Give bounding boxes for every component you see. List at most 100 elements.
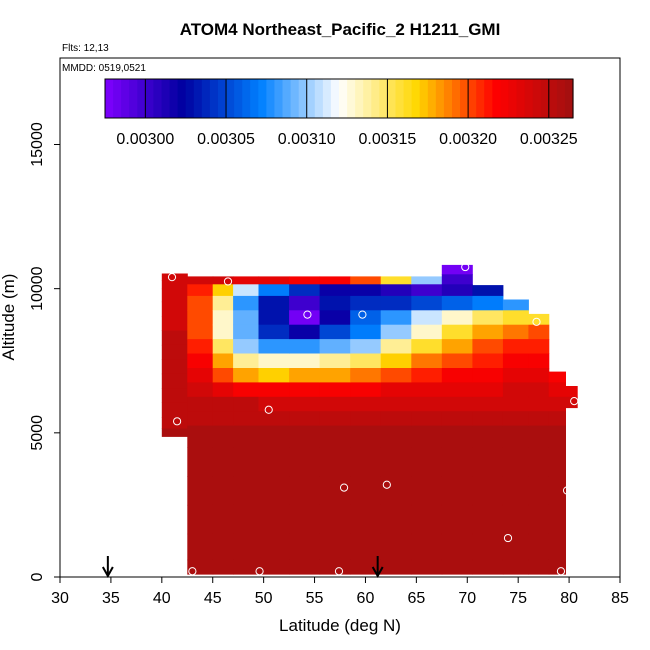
x-tick-label: 75	[509, 590, 527, 607]
heatmap-cell	[350, 504, 382, 535]
heatmap-cell	[502, 396, 529, 412]
heatmap-cell	[161, 359, 188, 375]
heatmap-cell	[161, 373, 188, 389]
sample-point	[339, 483, 349, 492]
colorbar-swatch	[476, 79, 485, 118]
heatmap-cell	[350, 368, 382, 383]
colorbar-swatch	[201, 79, 211, 118]
heatmap-cell	[187, 425, 214, 448]
colorbar-tick-label: 0.00315	[358, 131, 416, 148]
heatmap-cell	[187, 396, 214, 412]
sample-point	[358, 310, 367, 319]
heatmap-cell	[411, 353, 443, 369]
x-tick-label: 60	[357, 590, 375, 607]
x-tick-label: 40	[153, 590, 171, 607]
x-tick-label: 80	[560, 590, 578, 607]
colorbar-swatch	[298, 79, 308, 118]
heatmap-cell	[548, 447, 566, 477]
heatmap-cell	[502, 533, 529, 561]
heatmap-cell	[258, 276, 290, 285]
colorbar-swatch	[427, 79, 437, 118]
heatmap-cell	[350, 382, 382, 398]
colorbar-tick-label: 0.00320	[439, 131, 497, 148]
colorbar-swatch	[516, 79, 526, 118]
colorbar-swatch	[105, 79, 114, 118]
y-tick-label: 15000	[29, 122, 46, 167]
heatmap-cell	[161, 402, 188, 418]
colorbar-swatch	[234, 79, 243, 118]
heatmap-cell	[319, 411, 351, 427]
colorbar-swatch	[258, 79, 267, 118]
colorbar-swatch	[137, 79, 146, 118]
colorbar-swatch	[314, 79, 324, 118]
heatmap-cell	[161, 330, 188, 346]
x-tick-label: 55	[306, 590, 324, 607]
heatmap-cell	[289, 353, 321, 369]
heatmap-cell	[212, 310, 234, 326]
heatmap-cell	[319, 339, 351, 354]
colorbar-swatch	[540, 79, 550, 118]
heatmap-cell	[411, 476, 443, 506]
heatmap-cell	[233, 284, 260, 297]
heatmap-cell	[319, 533, 351, 561]
heatmap-cell	[380, 353, 412, 369]
heatmap-cell	[187, 276, 214, 285]
colorbar-swatch	[242, 79, 251, 118]
heatmap-cell	[187, 324, 214, 340]
heatmap-cell	[350, 425, 382, 448]
heatmap-cell	[233, 353, 260, 369]
heatmap-cell	[212, 447, 234, 477]
heatmap-cell	[411, 339, 443, 354]
heatmap-cell	[472, 476, 504, 506]
heatmap-cell	[212, 559, 234, 575]
arrow-head	[101, 566, 114, 579]
heatmap-cell	[441, 284, 473, 297]
x-axis-title: Latitude (deg N)	[279, 616, 401, 635]
heatmap-cell	[548, 425, 566, 448]
x-tick-label: 65	[407, 590, 425, 607]
heatmap-cell	[233, 425, 260, 448]
heatmap-cell	[187, 559, 214, 575]
heatmap-cell	[289, 411, 321, 427]
heatmap-cell	[289, 382, 321, 398]
heatmap-cell	[380, 533, 412, 561]
sample-point	[570, 397, 579, 406]
heatmap-cell	[502, 299, 529, 311]
heatmap-cell	[441, 382, 473, 398]
heatmap-cell	[380, 396, 412, 412]
heatmap-cell	[380, 559, 412, 575]
heatmap-cell	[411, 447, 443, 477]
colorbar-swatch	[290, 79, 300, 118]
colorbar-swatch	[411, 79, 421, 118]
heatmap-cell	[502, 476, 529, 506]
heatmap-cell	[441, 310, 473, 326]
colorbar-frame	[104, 78, 574, 119]
heatmap-cell	[319, 368, 351, 383]
heatmap-cell	[289, 339, 321, 354]
colorbar-swatch	[508, 79, 518, 118]
heatmap-cell	[161, 388, 188, 403]
colorbar-tick-label: 0.00325	[520, 131, 578, 148]
heatmap-cell	[411, 382, 443, 398]
heatmap-cell	[411, 533, 443, 561]
heatmap-cell	[528, 504, 550, 535]
heatmap-cell	[380, 284, 412, 297]
plot-frame	[59, 57, 621, 578]
heatmap-cell	[528, 559, 550, 575]
heatmap-cell	[289, 324, 321, 340]
heatmap-cell	[548, 533, 566, 561]
heatmap-cell	[472, 285, 504, 297]
colorbar-swatch	[524, 79, 534, 118]
colorbar-swatch	[419, 79, 429, 118]
heatmap-cell	[350, 447, 382, 477]
heatmap-cell	[502, 411, 529, 427]
heatmap-cell	[380, 425, 412, 448]
x-tick-label: 50	[255, 590, 273, 607]
heatmap-cell	[502, 425, 529, 448]
heatmap-cell	[258, 411, 290, 427]
colorbar-swatch	[218, 79, 227, 118]
heatmap-cell	[472, 324, 504, 340]
colorbar-swatch	[177, 79, 187, 118]
heatmap-cell	[472, 295, 504, 311]
colorbar-swatch	[435, 79, 445, 118]
